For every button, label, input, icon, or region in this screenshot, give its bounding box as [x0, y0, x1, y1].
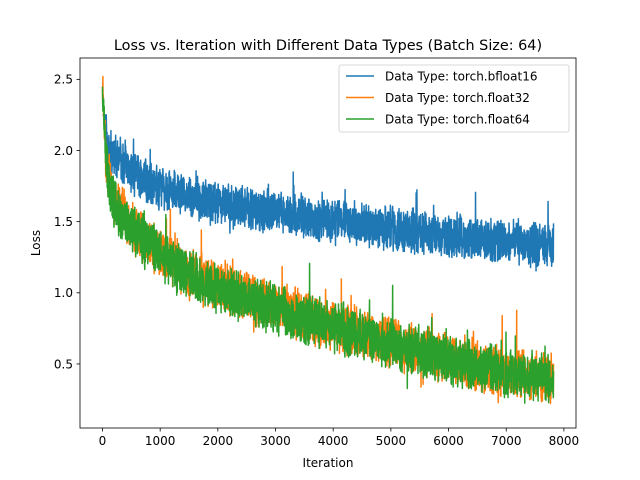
y-tick-label: 1.0 — [54, 286, 73, 300]
x-axis-label: Iteration — [303, 456, 354, 470]
legend-box — [338, 64, 570, 133]
x-tick-label: 7000 — [491, 434, 522, 448]
x-tick-label: 4000 — [318, 434, 349, 448]
axes-layer: 0 1000 2000 3000 4000 5000 6000 7000 8000 0.5 1.0 1… — [54, 73, 579, 448]
legend-label-1: Data Type: torch.bfloat16 — [385, 70, 537, 84]
y-tick-label: 0.5 — [54, 357, 73, 371]
y-axis-label: Loss — [29, 230, 43, 256]
legend-label-3: Data Type: torch.float64 — [385, 113, 530, 127]
series-line-1 — [101, 114, 555, 272]
chart-title: Loss vs. Iteration with Different Data T… — [114, 38, 542, 54]
x-tick-label: 2000 — [203, 434, 234, 448]
x-tick-label: 0 — [99, 434, 107, 448]
y-tick-label: 1.5 — [54, 215, 73, 229]
x-tick-label: 8000 — [549, 434, 580, 448]
x-tick-label: 6000 — [433, 434, 464, 448]
plot-frame — [79, 57, 577, 429]
legend-label-2: Data Type: torch.float32 — [385, 91, 530, 105]
series-layer — [101, 75, 555, 405]
y-tick-label: 2.0 — [54, 144, 73, 158]
x-tick-label: 3000 — [260, 434, 291, 448]
x-tick-label: 1000 — [145, 434, 176, 448]
legend: Data Type: torch.bfloat16 Data Type: torc… — [338, 64, 570, 133]
y-tick-label: 2.5 — [54, 73, 73, 87]
x-tick-label: 5000 — [376, 434, 407, 448]
series-line-3 — [101, 86, 555, 404]
